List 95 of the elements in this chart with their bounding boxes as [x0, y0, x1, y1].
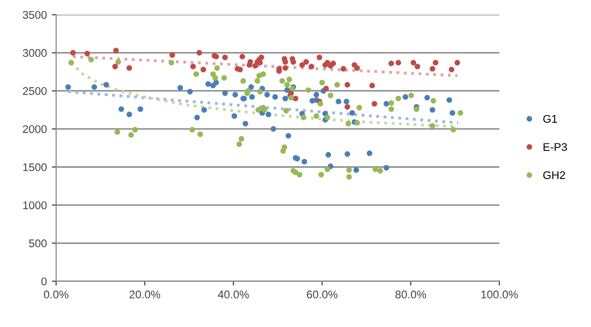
point — [410, 60, 416, 66]
point — [240, 54, 246, 60]
point — [200, 66, 206, 72]
point — [448, 66, 454, 72]
point — [302, 158, 308, 164]
y-tick-label: 2000 — [22, 125, 47, 134]
point — [272, 94, 278, 100]
point — [344, 82, 350, 88]
point — [454, 60, 460, 66]
point — [344, 98, 350, 104]
point — [384, 101, 390, 107]
point — [170, 52, 176, 58]
point — [430, 107, 436, 113]
point — [316, 54, 322, 60]
point — [369, 82, 375, 88]
point — [384, 164, 390, 171]
point — [366, 150, 372, 156]
point — [264, 92, 270, 98]
point — [282, 96, 288, 102]
legend-label: G1 — [543, 114, 557, 123]
point — [284, 87, 290, 93]
point — [222, 90, 228, 96]
point — [232, 113, 238, 119]
point — [103, 82, 110, 88]
point — [314, 92, 320, 98]
point — [65, 84, 71, 90]
point — [248, 84, 254, 90]
point — [303, 59, 309, 65]
y-tick-label: 2500 — [22, 87, 47, 95]
x-tick-label: 0.0% — [44, 290, 68, 298]
point — [252, 62, 258, 69]
point — [323, 86, 329, 92]
point — [330, 60, 336, 66]
y-tick-label: 500 — [29, 239, 47, 248]
point — [349, 110, 356, 116]
point — [430, 66, 436, 72]
x-tick-label: 100.0% — [481, 290, 518, 298]
point — [270, 126, 276, 132]
point — [308, 64, 314, 70]
y-tick-label: 3000 — [22, 49, 47, 57]
point — [446, 97, 452, 103]
point — [402, 94, 408, 100]
x-tick-label: 40.0% — [218, 290, 249, 298]
x-tick-label: 80.0% — [395, 290, 426, 298]
point — [344, 151, 350, 157]
point — [424, 94, 430, 100]
point — [177, 85, 184, 91]
point — [138, 106, 144, 112]
point — [84, 50, 90, 56]
point — [286, 133, 292, 139]
point — [396, 60, 402, 66]
y-tick-label: 3500 — [22, 10, 47, 19]
legend-label: E-P3 — [544, 143, 567, 151]
point — [353, 167, 360, 173]
point — [232, 92, 238, 98]
point — [344, 104, 350, 110]
point — [432, 60, 438, 66]
point — [113, 48, 119, 54]
point — [126, 112, 132, 118]
point — [414, 64, 420, 70]
point — [299, 62, 305, 68]
y-tick-label: 0 — [41, 277, 47, 286]
point — [340, 66, 346, 72]
point — [242, 120, 248, 126]
point — [266, 112, 272, 118]
point — [326, 152, 332, 158]
point — [112, 64, 118, 70]
point — [354, 65, 360, 71]
point — [213, 80, 219, 86]
point — [70, 50, 76, 56]
point — [249, 94, 255, 100]
y-tick-label: 1000 — [23, 201, 47, 210]
y-tick-label: 1500 — [23, 163, 47, 172]
point — [258, 54, 264, 60]
point — [322, 110, 328, 116]
x-tick-label: 20.0% — [130, 290, 160, 298]
point — [282, 65, 288, 71]
point — [201, 107, 207, 113]
point — [282, 59, 288, 65]
point — [118, 106, 124, 112]
legend-label: GH2 — [543, 171, 565, 180]
point — [450, 110, 456, 116]
point — [205, 81, 211, 87]
point — [222, 54, 228, 60]
point — [290, 59, 296, 65]
point — [336, 98, 342, 104]
point — [187, 88, 193, 94]
point — [91, 84, 98, 90]
point — [190, 64, 196, 70]
point — [196, 50, 202, 56]
point — [388, 60, 394, 66]
point — [372, 101, 378, 107]
point — [194, 114, 200, 120]
point — [126, 65, 132, 71]
x-tick-label: 60.0% — [306, 290, 338, 298]
